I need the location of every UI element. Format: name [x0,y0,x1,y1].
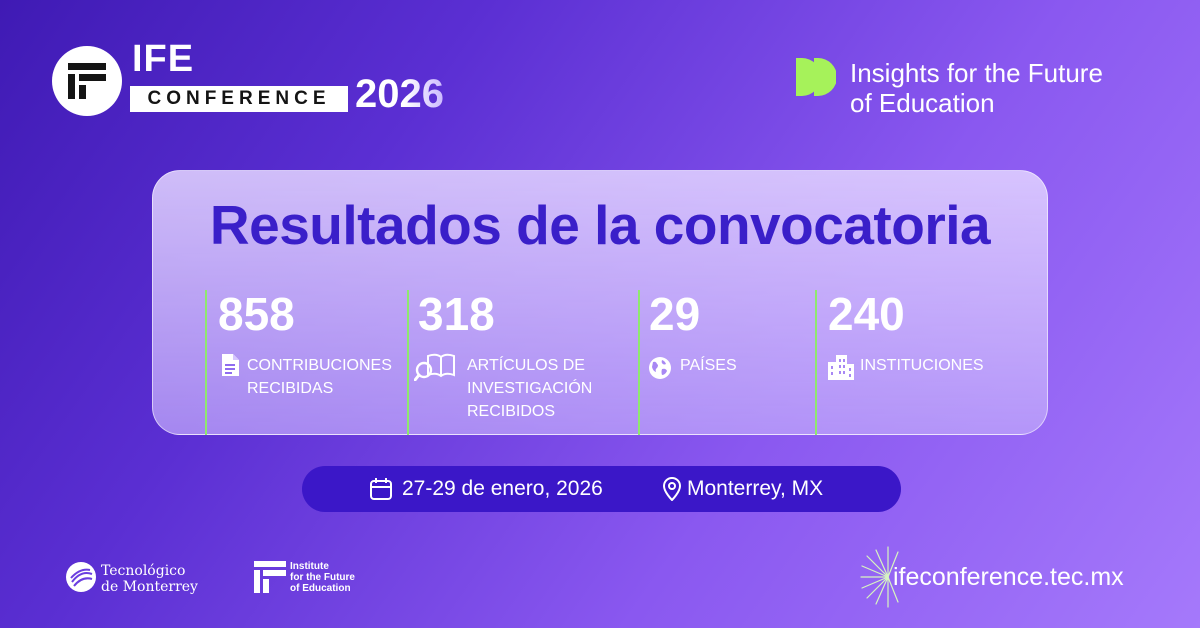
tec-line-1: Tecnológico [101,563,186,579]
insights-tagline: Insights for the Future of Education [850,58,1103,118]
stat-label-line: CONTRIBUCIONES [247,357,392,374]
ife-institute-logo-icon [254,561,286,598]
event-info-pill [302,466,901,512]
stat-divider [407,290,409,435]
insights-line-2: of Education [850,88,995,118]
ife-wordmark: IFE [132,38,195,80]
stat-label-articles: ARTÍCULOS DE INVESTIGACIÓN RECIBIDOS [467,354,592,423]
document-icon [220,353,240,382]
conference-wordmark: CONFERENCE [130,86,348,112]
stat-label-line: RECIBIDOS [467,403,556,420]
stat-value-articles: 318 [418,288,495,340]
ife-institute-line-3: of Education [290,583,351,594]
stat-label-line: INVESTIGACIÓN [467,380,593,397]
results-card [152,170,1048,435]
stat-label-contributions: CONTRIBUCIONES RECIBIDAS [247,354,392,400]
conference-year: 2026 [355,72,444,116]
stat-label-line: PAÍSES [680,357,737,374]
website-link[interactable]: ifeconference.tec.mx [893,563,1124,591]
burst-icon [858,546,922,613]
tec-line-2: de Monterrey [101,579,198,595]
stat-divider [815,290,817,435]
ife-institute-wordmark: Institute for the Future of Education [290,561,355,594]
double-chevron-icon [794,56,837,103]
ife-logo-icon [68,63,106,99]
stat-value-institutions: 240 [828,288,905,340]
globe-icon [648,356,672,385]
location-pin-icon [662,476,682,506]
ife-logo-badge [52,46,122,116]
event-location: Monterrey, MX [687,477,824,500]
stat-label-countries: PAÍSES [680,354,737,377]
tec-wordmark: Tecnológico de Monterrey [101,563,198,595]
tec-logo-icon [66,562,96,592]
stat-divider [205,290,207,435]
ife-institute-line-2: for the Future [290,572,355,583]
stat-divider [638,290,640,435]
book-search-icon [413,353,456,386]
stat-value-contributions: 858 [218,288,295,340]
stat-label-line: RECIBIDAS [247,380,334,397]
stat-label-line: ARTÍCULOS DE [467,357,585,374]
buildings-icon [827,354,855,385]
ife-institute-line-1: Institute [290,561,329,572]
results-title: Resultados de la convocatoria [209,194,991,256]
insights-line-1: Insights for the Future [850,58,1103,88]
stat-label-institutions: INSTITUCIONES [860,354,984,377]
stat-label-line: INSTITUCIONES [860,357,984,374]
event-date: 27-29 de enero, 2026 [402,477,603,500]
stat-value-countries: 29 [649,288,701,340]
calendar-icon [369,478,393,505]
